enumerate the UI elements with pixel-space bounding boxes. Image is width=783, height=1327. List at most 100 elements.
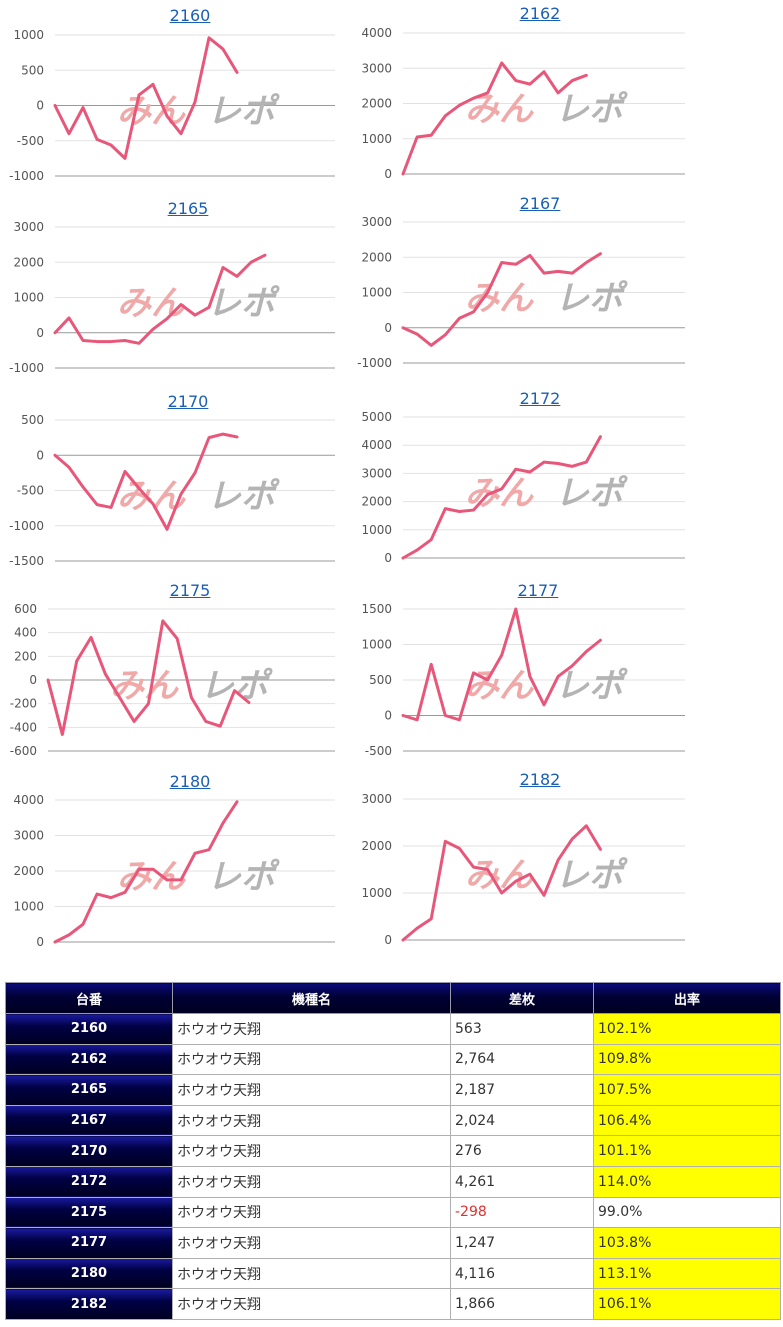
- row-model-cell: ホウオウ天翔: [172, 1074, 451, 1106]
- data-point: [556, 462, 560, 465]
- y-tick-label: 400: [14, 626, 37, 640]
- data-point: [53, 331, 57, 334]
- table-row: 2170 ホウオウ天翔 276 101.1%: [5, 1135, 781, 1167]
- y-tick-label: 0: [384, 167, 392, 181]
- chart-title-link[interactable]: 2177: [517, 581, 559, 600]
- row-rate-cell: 102.1%: [593, 1013, 781, 1045]
- y-tick-label: 0: [29, 673, 37, 687]
- row-number-cell: 2182: [5, 1288, 173, 1320]
- data-point: [235, 71, 239, 74]
- data-point: [95, 340, 99, 343]
- chart-title-link[interactable]: 2165: [167, 199, 209, 218]
- y-tick-label: 0: [36, 326, 44, 340]
- row-number-cell: 2160: [5, 1013, 173, 1045]
- data-point: [472, 865, 475, 869]
- data-point: [571, 465, 574, 468]
- data-point: [585, 261, 588, 264]
- table-row: 2175 ホウオウ天翔 -298 99.0%: [5, 1196, 781, 1229]
- header-number: 台番: [5, 982, 173, 1014]
- data-point: [514, 607, 517, 611]
- data-point: [137, 93, 141, 97]
- watermark-text-gray: レポ: [555, 855, 628, 895]
- row-number-cell: 2162: [5, 1043, 173, 1076]
- data-point: [571, 79, 574, 82]
- data-point: [444, 507, 447, 510]
- table-row: 2182 ホウオウ天翔 1,866 106.1%: [5, 1288, 781, 1320]
- row-rate-cell: 109.8%: [593, 1043, 781, 1076]
- data-point: [118, 696, 121, 699]
- data-point: [514, 79, 517, 82]
- watermark-text-gray: レポ: [555, 473, 628, 513]
- data-point: [221, 47, 225, 51]
- row-model-cell: ホウオウ天翔: [172, 1165, 451, 1198]
- machine-data-table: 台番 機種名 差枚 出率 2160 ホウオウ天翔 563 102.1% 2162 ホウオウ…: [5, 982, 781, 1320]
- data-point: [401, 172, 405, 176]
- data-point: [585, 460, 588, 464]
- chart-title-link[interactable]: 2172: [519, 389, 561, 408]
- data-point: [599, 252, 602, 255]
- data-point: [75, 659, 78, 663]
- y-tick-label: 3000: [361, 792, 392, 806]
- chart-title-link[interactable]: 2180: [169, 772, 211, 791]
- data-point: [219, 724, 222, 728]
- chart-title-link[interactable]: 2160: [169, 6, 211, 25]
- watermark-logo: みん レポ: [465, 473, 628, 513]
- table-row: 2162 ホウオウ天翔 2,764 109.8%: [5, 1043, 781, 1076]
- data-point: [585, 650, 588, 653]
- data-point: [193, 852, 197, 855]
- data-point: [95, 503, 99, 506]
- data-point: [67, 316, 71, 320]
- row-number-cell: 2172: [5, 1165, 173, 1198]
- watermark-text-gray: レポ: [555, 278, 628, 318]
- chart-title-link[interactable]: 2167: [519, 194, 561, 213]
- data-point: [151, 83, 155, 86]
- data-point: [486, 291, 489, 294]
- chart-title-link[interactable]: 2162: [519, 4, 561, 23]
- row-rate-cell: 106.4%: [593, 1104, 781, 1137]
- y-tick-label: 4000: [361, 438, 392, 452]
- data-point: [571, 837, 574, 841]
- y-tick-label: -500: [365, 744, 392, 758]
- data-point: [444, 840, 447, 843]
- y-tick-label: 0: [384, 933, 392, 947]
- chart-title-link[interactable]: 2182: [519, 770, 561, 789]
- y-tick-label: 0: [384, 321, 392, 335]
- y-tick-label: 200: [14, 649, 37, 663]
- data-point: [123, 157, 127, 160]
- data-point: [472, 97, 475, 100]
- y-tick-label: 1000: [361, 886, 392, 900]
- data-point: [109, 340, 113, 343]
- data-point: [151, 328, 155, 331]
- y-tick-label: 0: [36, 448, 44, 462]
- y-tick-label: 3000: [361, 466, 392, 480]
- data-point: [165, 317, 169, 320]
- y-tick-label: 0: [36, 935, 44, 949]
- chart-title-link[interactable]: 2170: [167, 392, 209, 411]
- watermark-logo: みん レポ: [110, 666, 273, 706]
- data-point: [585, 824, 588, 827]
- data-point: [444, 333, 447, 336]
- y-tick-label: 500: [21, 63, 44, 77]
- data-point: [458, 317, 461, 320]
- data-point: [472, 671, 475, 675]
- watermark-text-gray: レポ: [207, 857, 280, 897]
- data-point: [500, 487, 503, 491]
- data-point: [151, 502, 155, 506]
- data-point: [175, 637, 179, 640]
- y-tick-label: 3000: [361, 61, 392, 75]
- data-point: [221, 266, 225, 269]
- chart-title-link[interactable]: 2175: [169, 581, 211, 600]
- data-point: [599, 848, 602, 851]
- y-tick-label: -1000: [9, 169, 44, 183]
- data-point: [458, 104, 461, 107]
- data-point: [81, 339, 85, 342]
- y-tick-label: 500: [369, 673, 392, 687]
- data-point: [67, 466, 71, 469]
- row-diff-cell: 2,764: [450, 1043, 594, 1076]
- data-point: [472, 310, 475, 314]
- data-point: [165, 878, 169, 882]
- row-rate-cell: 107.5%: [593, 1074, 781, 1106]
- y-tick-label: -200: [10, 697, 37, 711]
